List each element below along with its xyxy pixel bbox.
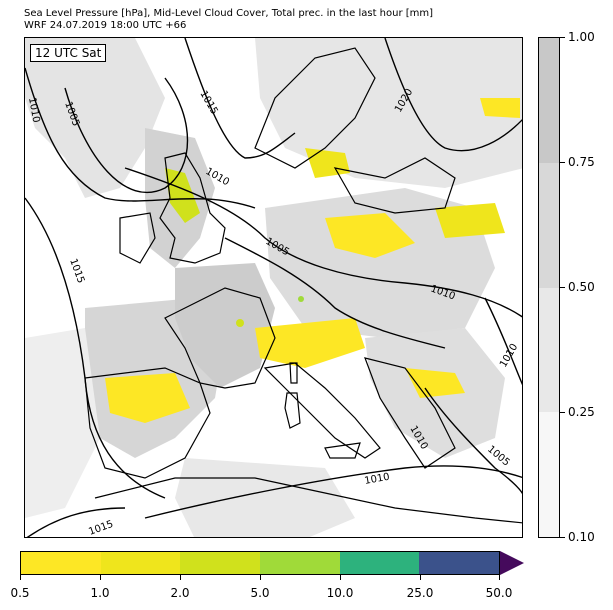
cloud-cover-label: 0.75 [568,155,595,169]
map-title: Sea Level Pressure [hPa], Mid-Level Clou… [24,8,433,32]
isobar-1015-south-west [26,507,126,537]
precip-patch-east [435,203,505,238]
coast-italy [263,362,381,459]
isobar-label: 1015 [87,519,115,538]
precipitation-colorbar [20,551,500,575]
precip-patch-scotland [165,168,200,223]
precip-cell-heavy [298,296,304,302]
isobar-1010-south [144,465,522,519]
cloud-area-south-west [25,328,100,518]
isobar-1005-balkans [424,387,522,495]
precip-tick [340,575,341,580]
precip-segment [100,552,181,574]
coast-france [164,287,276,389]
precip-tick [100,575,101,580]
precip-segment [339,552,420,574]
isobar-1010-west [25,67,256,209]
cloud-cover-colorbar [538,37,560,538]
cloud-cover-label: 0.50 [568,280,595,294]
cloud-cover-tick [560,287,565,288]
isobar-1005-central [224,237,446,349]
precip-patch-balkans [405,368,465,398]
title-line-1: Sea Level Pressure [hPa], Mid-Level Clou… [24,8,434,19]
precip-tick [20,575,21,580]
precip-tick [180,575,181,580]
isobar-1010-east [484,297,522,386]
title-line-2: WRF 24.07.2019 18:00 UTC +66 [24,20,187,31]
precipitation-layer [105,98,520,423]
valid-time-label: 12 UTC Sat [30,44,107,62]
isobar-1010-europe [124,167,522,318]
cloud-cover-segment [539,38,559,163]
precip-label: 5.0 [250,586,270,600]
cloud-area-west-atlantic [25,38,165,198]
isobar-label: 1010 [498,342,520,370]
cloud-area-france [175,263,275,388]
cloud-cover-label: 1.00 [568,30,595,44]
cloud-cover-label: 0.25 [568,405,595,419]
isobar-1015-atlantic [25,197,166,499]
isobar-label: 1015 [197,89,219,117]
cloud-cover-tick [560,162,565,163]
isobar-layer [25,38,522,537]
precip-patch-central [325,213,415,258]
coast-scandinavia [254,47,376,169]
isobar-label: 1010 [364,472,391,487]
weather-map: 1010 1005 1015 1010 1020 1005 1015 1010 … [24,37,523,538]
coast-north-africa [94,477,522,524]
isobar-label: 1010 [26,97,41,124]
precip-segment [180,552,261,574]
precip-segment [419,552,500,574]
cloud-area-north-africa [175,458,355,537]
precip-label: 50.0 [485,586,513,600]
isobar-1005-low [64,77,189,194]
coast-iberia [84,367,211,479]
precip-label: 10.0 [326,586,354,600]
coast-sicily [324,442,361,459]
precip-cell-france [236,319,244,327]
cloud-cover-segment [539,412,559,537]
precip-tick [499,575,500,580]
coastline-layer [84,47,522,524]
cloud-cover-segment [539,287,559,413]
cloud-cover-segment [539,162,559,288]
cloud-cover-tick [560,412,565,413]
precip-patch-alps [255,318,365,368]
cloud-area-central-europe [265,188,495,338]
precip-label: 1.0 [90,586,110,600]
precip-label: 2.0 [170,586,190,600]
cloud-area-scandinavia [255,38,522,188]
precip-segment [21,552,101,574]
cloud-cover-tick [560,537,565,538]
precip-patch-baltic [305,148,350,178]
precip-segment [260,552,340,574]
precip-tick [420,575,421,580]
precip-extend-arrow [500,551,524,575]
cloud-cover-layer [25,38,522,537]
precip-label: 25.0 [406,586,434,600]
coast-corsica [289,362,298,384]
cloud-cover-label: 0.10 [568,530,595,544]
cloud-cover-tick [560,37,565,38]
isobar-1015-mid [184,38,296,159]
precip-patch-iberia [105,373,190,423]
coast-britain [159,152,226,264]
isobar-label: 1005 [485,444,512,469]
precip-label: 0.5 [10,586,30,600]
coast-ireland [119,212,156,264]
coast-sardinia [284,392,301,429]
isobar-label: 1015 [67,257,86,285]
isobar-1020-north [384,38,522,152]
precip-tick [260,575,261,580]
map-canvas: 1010 1005 1015 1010 1020 1005 1015 1010 … [25,38,522,538]
coast-baltic [333,157,456,214]
coast-balkans [364,357,456,469]
precip-patch-russia [480,98,520,118]
